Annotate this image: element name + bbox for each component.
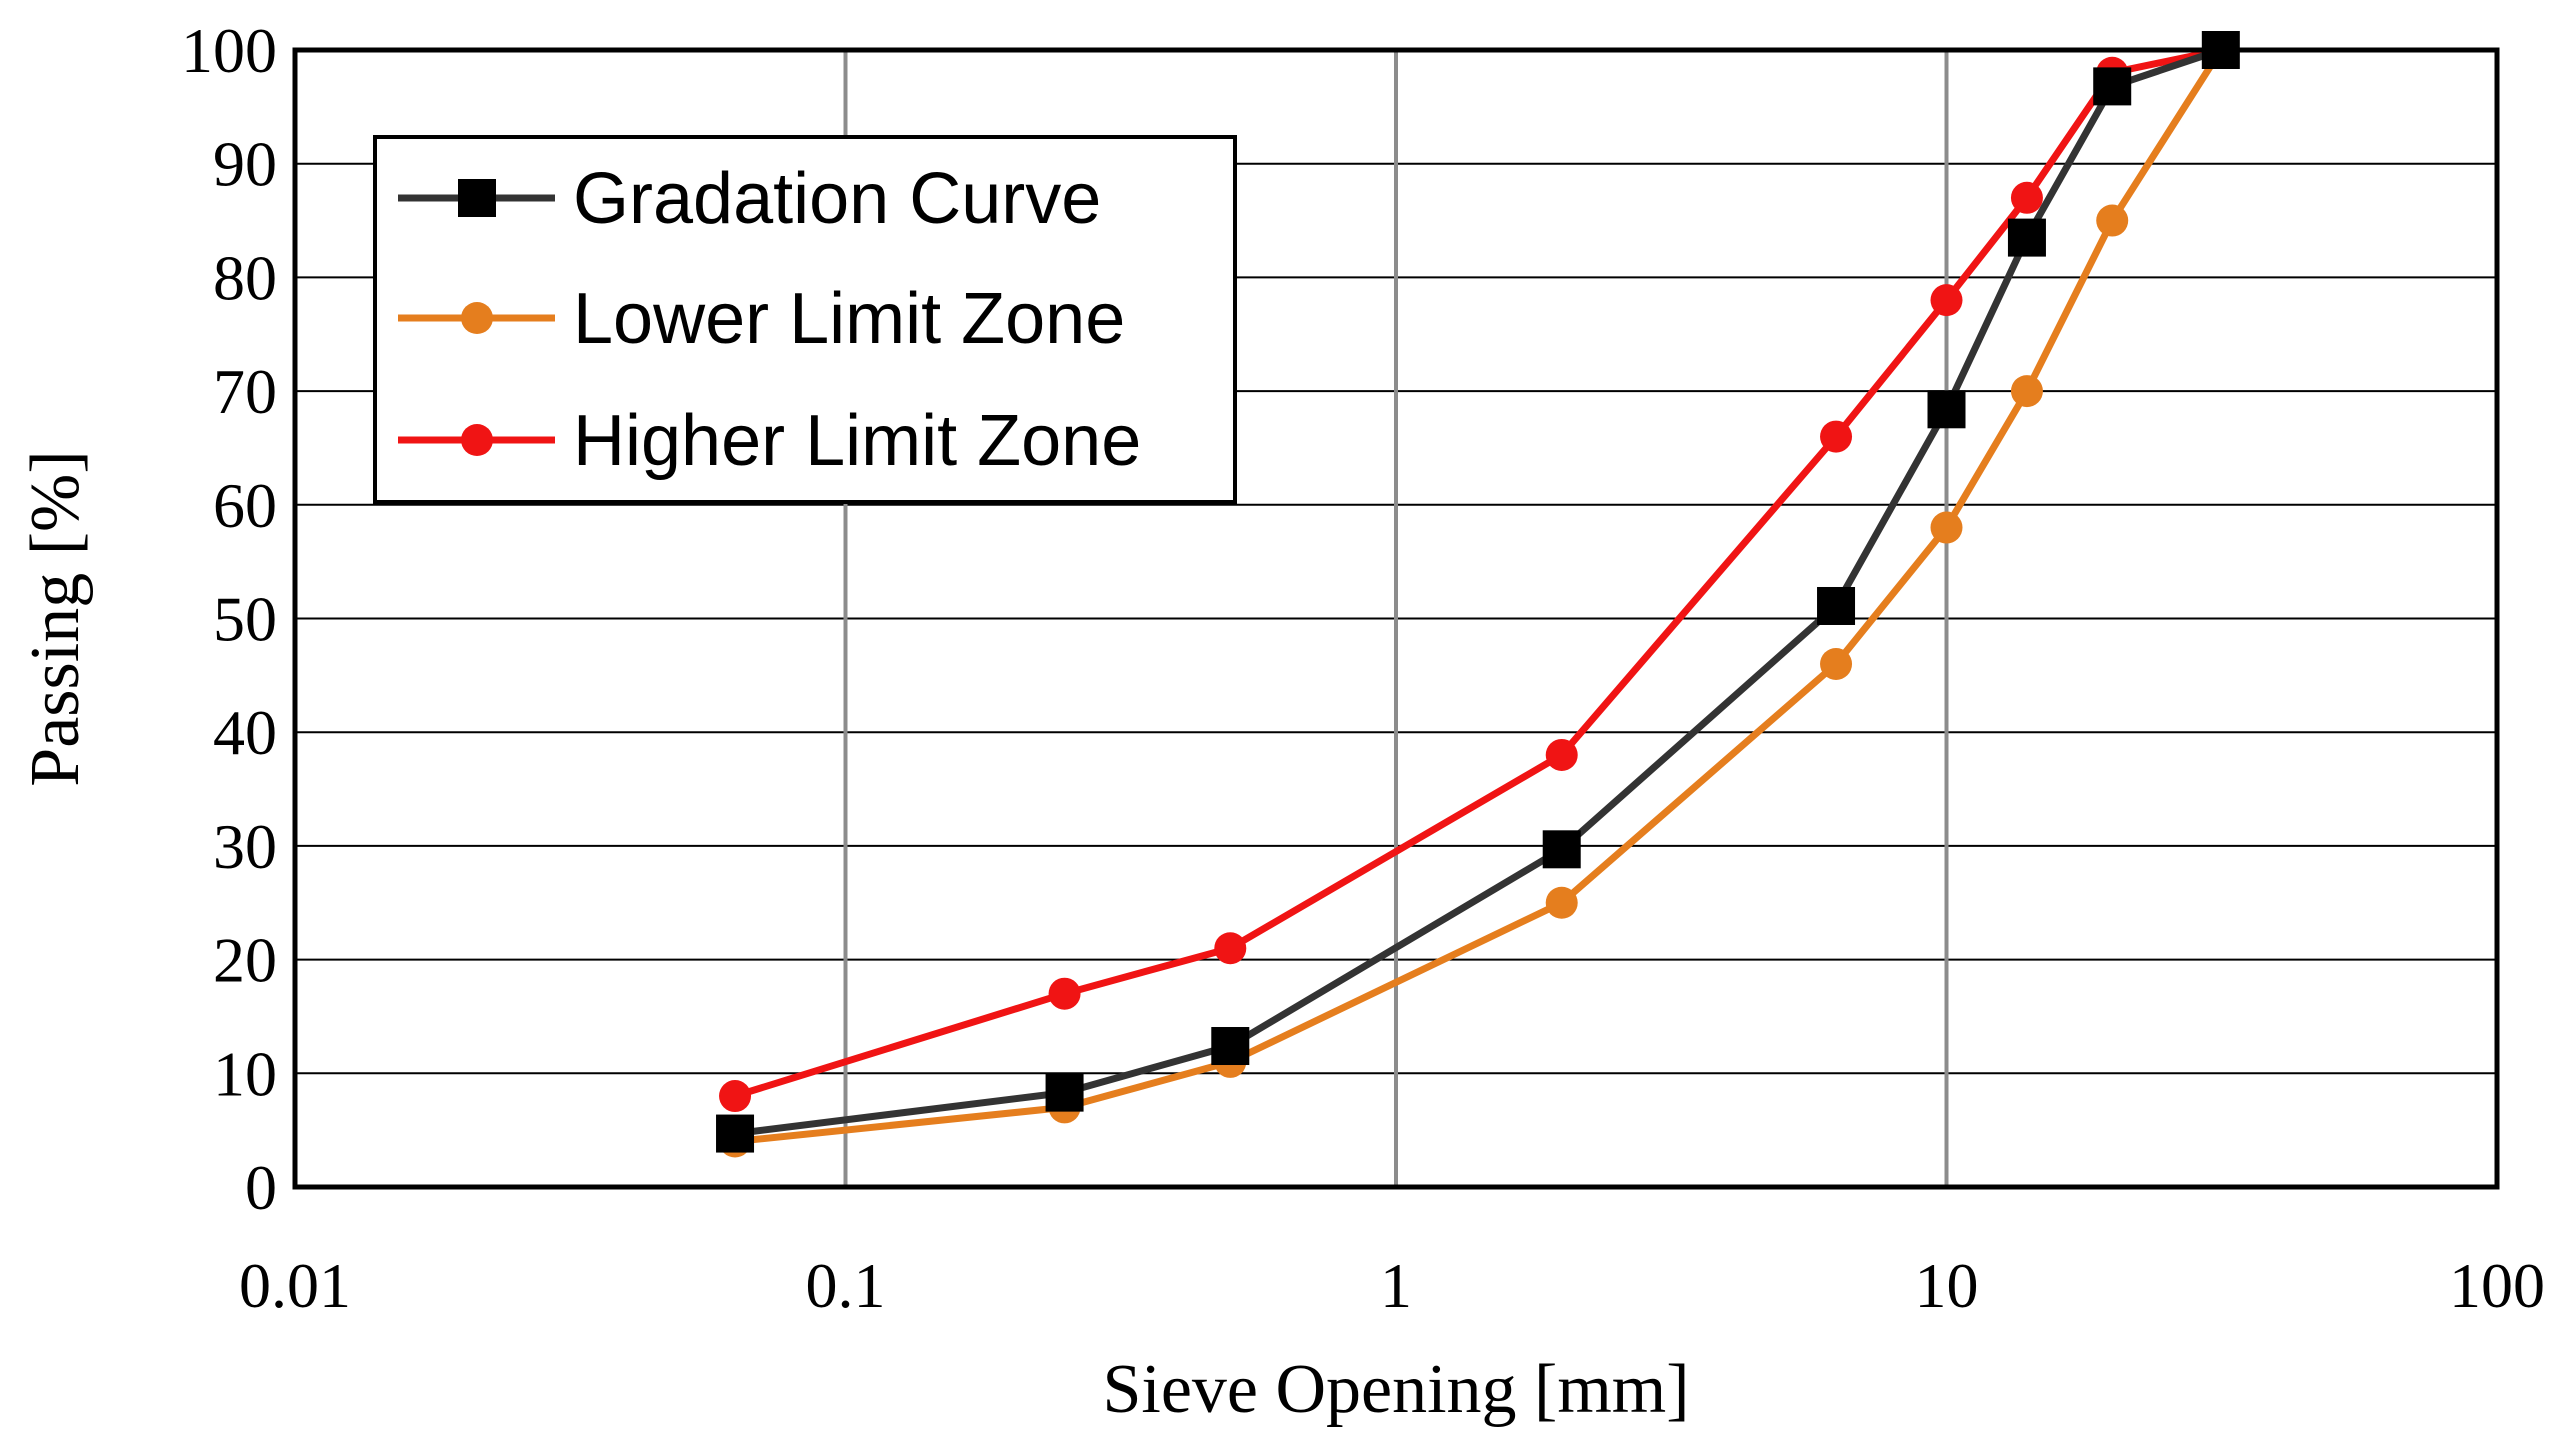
data-point-gradation-curve	[1817, 586, 1856, 625]
y-tick-label: 80	[213, 242, 277, 313]
tick-labels: 0 10 20 30 40 50 60 70 80 90 100 0.01 0.1 1 10 100	[181, 15, 2545, 1321]
legend-swatch-marker	[461, 424, 493, 456]
y-tick-label: 40	[213, 697, 277, 768]
y-tick-label: 20	[213, 925, 277, 996]
data-point-lower-limit-zone	[1930, 511, 1963, 544]
data-point-lower-limit-zone	[2096, 204, 2129, 237]
data-point-gradation-curve	[1927, 390, 1966, 429]
x-axis-title: Sieve Opening [mm]	[1102, 1351, 1689, 1428]
data-point-lower-limit-zone	[1545, 886, 1578, 919]
y-tick-label: 90	[213, 129, 277, 200]
data-point-lower-limit-zone	[2010, 375, 2043, 408]
y-tick-label: 50	[213, 584, 277, 655]
data-point-higher-limit-zone	[2010, 181, 2043, 214]
data-point-higher-limit-zone	[1930, 284, 1963, 317]
data-point-gradation-curve	[716, 1114, 755, 1153]
y-tick-label: 10	[213, 1038, 277, 1109]
legend-label: Lower Limit Zone	[573, 279, 1125, 359]
data-point-higher-limit-zone	[1545, 738, 1578, 771]
x-tick-label: 0.01	[239, 1250, 351, 1321]
legend-entry-gradation-curve: Gradation Curve	[398, 159, 1101, 239]
legend-swatch-marker	[461, 302, 493, 334]
y-tick-label: 30	[213, 811, 277, 882]
legend-swatch-marker	[458, 179, 496, 217]
legend-label: Higher Limit Zone	[573, 401, 1141, 481]
x-tick-label: 0.1	[806, 1250, 886, 1321]
data-point-higher-limit-zone	[1214, 932, 1247, 965]
y-tick-label: 70	[213, 356, 277, 427]
legend-entry-lower-limit-zone: Lower Limit Zone	[398, 279, 1125, 359]
x-tick-label: 1	[1380, 1250, 1412, 1321]
legend: Gradation Curve Lower Limit Zone Higher Li…	[373, 135, 1237, 504]
data-point-gradation-curve	[2093, 67, 2132, 106]
data-point-gradation-curve	[1045, 1073, 1084, 1112]
y-axis-title: Passing [%]	[17, 450, 94, 786]
data-point-gradation-curve	[1542, 830, 1581, 869]
data-point-higher-limit-zone	[719, 1080, 752, 1113]
data-point-higher-limit-zone	[1048, 977, 1081, 1010]
plot-frame	[292, 47, 2500, 1190]
y-tick-label: 60	[213, 470, 277, 541]
data-point-lower-limit-zone	[1820, 647, 1853, 680]
data-point-higher-limit-zone	[1820, 420, 1853, 453]
y-tick-label: 100	[181, 15, 277, 86]
x-tick-label: 10	[1915, 1250, 1979, 1321]
legend-entry-higher-limit-zone: Higher Limit Zone	[398, 401, 1141, 481]
legend-label: Gradation Curve	[573, 159, 1101, 239]
x-tick-label: 100	[2449, 1250, 2545, 1321]
data-point-gradation-curve	[1211, 1027, 1250, 1066]
data-point-gradation-curve	[2007, 218, 2046, 257]
y-tick-label: 0	[245, 1152, 277, 1223]
